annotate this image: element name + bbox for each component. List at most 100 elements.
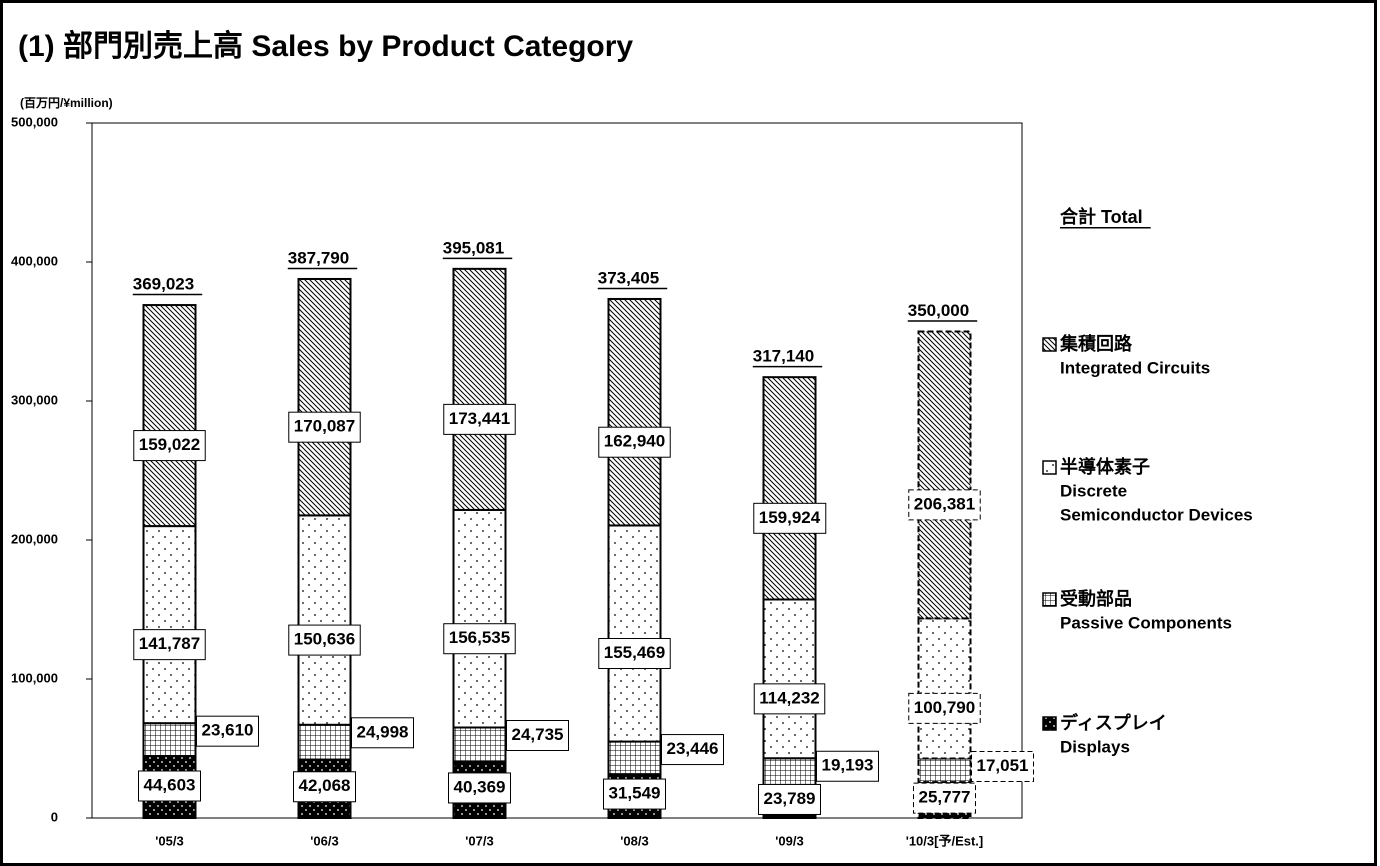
y-tick-label: 500,000 <box>11 114 58 129</box>
chart-title: (1) 部門別売上高 Sales by Product Category <box>18 29 633 63</box>
data-label-box <box>913 782 976 814</box>
legend-label-en: Integrated Circuits <box>1060 358 1210 377</box>
x-tick-label: '05/3 <box>155 833 183 848</box>
bar-segment <box>142 304 197 528</box>
data-label-box <box>598 426 671 458</box>
data-label: 24,735 <box>512 725 564 744</box>
bar-segment <box>142 525 197 725</box>
x-tick-label: '06/3 <box>310 833 338 848</box>
data-label-box <box>753 683 826 715</box>
bar-segment <box>297 277 352 517</box>
bar-segment <box>297 723 352 761</box>
data-label-box <box>443 623 516 655</box>
bar-segment <box>762 376 817 601</box>
x-tick-label: '08/3 <box>620 833 648 848</box>
legend-swatch <box>1042 337 1057 352</box>
data-label-box <box>506 720 569 752</box>
data-label: 170,087 <box>294 417 355 436</box>
data-label: 162,940 <box>604 432 665 451</box>
data-label: 23,446 <box>667 739 719 758</box>
bar-segment <box>452 267 507 511</box>
x-tick-label: '10/3[予/Est.] <box>906 833 984 848</box>
data-label: 24,998 <box>357 722 409 741</box>
data-label: 159,022 <box>139 435 200 454</box>
data-label: 17,051 <box>977 756 1029 775</box>
y-tick-label: 400,000 <box>11 253 58 268</box>
legend-label: 半導体素子 <box>1060 456 1150 477</box>
data-label: 44,603 <box>144 775 196 794</box>
bar-segment <box>762 598 817 760</box>
data-label-box <box>816 750 879 782</box>
data-label: 159,924 <box>759 508 821 527</box>
bar-segment <box>452 508 507 729</box>
legend-swatch <box>1042 460 1057 475</box>
data-label-box <box>288 624 361 656</box>
legend-label: ディスプレイ <box>1060 712 1167 733</box>
bar-segment <box>607 740 662 776</box>
total-label: 350,000 <box>908 301 969 320</box>
data-label-box <box>133 629 206 661</box>
y-tick-label: 300,000 <box>11 392 58 407</box>
data-label: 114,232 <box>759 688 820 707</box>
data-label: 100,790 <box>914 698 975 717</box>
legend-swatch <box>1042 716 1057 731</box>
bar-segment <box>297 514 352 726</box>
y-tick-label: 0 <box>51 809 58 824</box>
data-label-box <box>288 411 361 443</box>
y-axis-label: (百万円/¥million) <box>20 96 113 110</box>
legend-title: 合計 Total <box>1060 206 1143 227</box>
data-label-box <box>661 734 724 766</box>
plot-area <box>91 122 1023 819</box>
y-tick-label: 200,000 <box>11 531 58 546</box>
data-label-box <box>448 772 511 804</box>
legend-label: 集積回路 <box>1059 333 1133 354</box>
data-label-box <box>971 750 1034 782</box>
total-label: 395,081 <box>443 238 504 257</box>
bar-segment <box>452 726 507 763</box>
legend-label: 受動部品 <box>1060 588 1132 609</box>
total-label: 369,023 <box>133 275 194 294</box>
data-label-box <box>443 403 516 435</box>
data-label: 25,777 <box>919 788 971 807</box>
bar-segment <box>607 524 662 743</box>
total-label: 373,405 <box>598 268 659 287</box>
data-label-box <box>908 489 981 521</box>
data-label-box <box>753 502 827 534</box>
data-label: 23,610 <box>202 721 254 740</box>
data-label: 173,441 <box>449 409 510 428</box>
data-label: 40,369 <box>454 777 506 796</box>
data-label-box <box>138 770 201 802</box>
legend-label-en: Passive Components <box>1060 613 1232 632</box>
data-label: 156,535 <box>449 628 510 647</box>
total-label: 387,790 <box>288 248 349 267</box>
data-label: 31,549 <box>609 784 661 803</box>
data-label: 19,193 <box>822 756 874 775</box>
data-label-box <box>758 783 821 815</box>
x-tick-label: '09/3 <box>775 833 803 848</box>
data-label-box <box>196 715 259 747</box>
x-tick-label: '07/3 <box>465 833 493 848</box>
bar-segment <box>917 617 972 760</box>
y-tick-label: 100,000 <box>11 670 58 685</box>
bar-segment <box>142 722 197 758</box>
data-label-box <box>293 771 356 803</box>
data-label: 206,381 <box>914 494 975 513</box>
data-label: 23,789 <box>764 789 816 808</box>
data-label: 150,636 <box>294 630 355 649</box>
data-label-box <box>351 717 414 749</box>
data-label-box <box>908 692 981 724</box>
bar-segment <box>917 757 972 784</box>
data-label-box <box>133 430 206 462</box>
legend-swatch <box>1042 592 1057 607</box>
legend-label-en: Semiconductor Devices <box>1060 505 1253 524</box>
bar-segment <box>762 757 817 786</box>
data-label: 141,787 <box>139 634 200 653</box>
data-label-box <box>603 778 666 810</box>
bar-segment <box>917 330 972 620</box>
data-label: 42,068 <box>299 776 351 795</box>
total-label: 317,140 <box>753 347 814 366</box>
bar-segment <box>607 297 662 527</box>
data-label-box <box>598 638 671 670</box>
